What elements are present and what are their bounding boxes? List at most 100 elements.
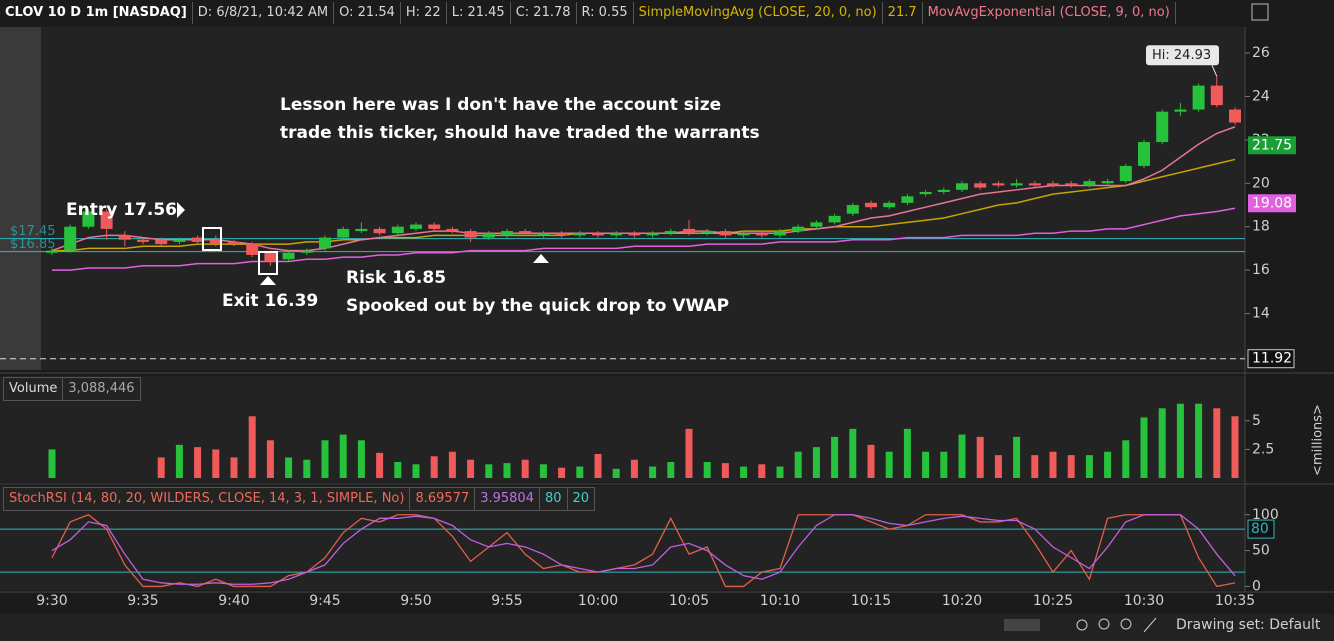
volume-bar	[230, 457, 238, 478]
badge	[1247, 519, 1275, 539]
y-tick-label: 24	[1252, 88, 1270, 104]
y-tick-label: 0	[1252, 578, 1261, 594]
exit-arrow	[260, 276, 276, 285]
study-value: 80	[540, 488, 568, 510]
marker	[533, 254, 549, 263]
volume-bar	[667, 462, 675, 478]
expand-icon[interactable]	[1251, 3, 1269, 21]
field: H: 22	[401, 2, 447, 24]
scrollbar[interactable]	[1004, 619, 1040, 631]
y-tick-label: 2.5	[1252, 441, 1274, 457]
candle-body	[482, 233, 495, 238]
candle-body	[537, 233, 550, 236]
candle-body	[555, 233, 568, 236]
volume-panel	[0, 376, 1245, 482]
badge-label: 19.08	[1252, 195, 1292, 211]
candle-body	[446, 228, 459, 232]
volume-header: Volume 3,088,446	[3, 377, 141, 401]
volume-bar	[831, 436, 839, 478]
volume-bar	[1013, 436, 1021, 478]
candle-body	[592, 233, 604, 236]
volume-bar	[703, 462, 711, 478]
candle-body	[519, 231, 532, 234]
candle-body	[337, 228, 350, 238]
x-tick-label: 10:10	[760, 593, 800, 609]
volume-bar	[412, 464, 420, 478]
zoom-in-icon[interactable]	[1098, 618, 1110, 630]
price-line-label: $17.45	[10, 224, 56, 239]
study-name[interactable]: MovAvgExponential (CLOSE, 9, 0, no)	[923, 2, 1176, 24]
candle-body	[373, 228, 386, 234]
badge-label: 11.92	[1252, 351, 1292, 367]
volume-bar	[248, 416, 256, 478]
candle-body	[828, 215, 841, 223]
x-tick-label: 10:25	[1033, 593, 1073, 609]
volume-bar	[1176, 403, 1184, 478]
candle-body	[1119, 165, 1132, 182]
volume-bar	[1122, 440, 1130, 478]
pan-icon[interactable]	[1076, 619, 1088, 631]
draw-icon[interactable]	[1143, 617, 1157, 633]
candle-body	[992, 183, 1005, 186]
drawing-set[interactable]: Drawing set: Default	[1176, 617, 1321, 633]
candle-body	[737, 233, 750, 236]
candle-body	[646, 233, 659, 236]
volume-bar	[940, 451, 948, 478]
study-name[interactable]: Volume	[4, 378, 64, 400]
volume-bar	[1231, 416, 1239, 478]
candle-body	[191, 237, 204, 242]
candle-body	[300, 250, 313, 253]
field: C: 21.78	[511, 2, 577, 24]
volume-bar	[649, 466, 657, 478]
line	[51, 514, 1236, 588]
x-tick-label: 10:20	[942, 593, 982, 609]
volume-bar	[867, 444, 875, 478]
volume-bar	[812, 447, 820, 478]
candle-body	[810, 222, 823, 227]
candle-body	[1028, 183, 1041, 186]
hi-box	[1146, 45, 1219, 66]
volume-bar	[1085, 455, 1093, 478]
volume-bar	[758, 464, 766, 478]
hi-pointer	[1211, 65, 1218, 77]
candle-body	[100, 211, 113, 229]
candle-body	[919, 191, 932, 195]
annotation: Entry 17.56	[66, 200, 177, 220]
candle-body	[937, 189, 950, 192]
volume-bar	[48, 449, 56, 478]
y-tick-label: 100	[1252, 507, 1279, 523]
volume-bar	[394, 462, 402, 478]
y-tick-label: 50	[1252, 543, 1270, 559]
volume-bar	[794, 451, 802, 478]
study-name[interactable]: SimpleMovingAvg (CLOSE, 20, 0, no)	[634, 2, 883, 24]
study-name[interactable]: StochRSI (14, 80, 20, WILDERS, CLOSE, 14…	[4, 488, 411, 510]
candle-body	[774, 231, 786, 236]
volume-bar	[212, 449, 220, 478]
footer-bar	[0, 614, 1334, 641]
y-tick-label: 26	[1252, 45, 1270, 61]
volume-bar	[1067, 455, 1075, 478]
x-tick-label: 10:35	[1215, 593, 1255, 609]
volume-bar	[467, 459, 475, 478]
candle-body	[883, 202, 896, 208]
y-tick-label: 14	[1252, 306, 1270, 322]
candle-body	[792, 226, 805, 232]
candle-body	[118, 235, 131, 240]
badge	[1248, 194, 1296, 213]
candle-body	[610, 233, 623, 236]
field: O: 21.54	[334, 2, 401, 24]
volume-bar	[339, 434, 347, 478]
candle-body	[428, 224, 441, 229]
study-value: 8.69577	[410, 488, 476, 510]
y-tick-label: 16	[1252, 262, 1270, 278]
candle-body	[1083, 181, 1096, 186]
candle-body	[1174, 109, 1187, 112]
study-value: 21.7	[883, 2, 923, 24]
candle-body	[573, 233, 586, 236]
symbol[interactable]: CLOV 10 D 1m [NASDAQ]	[0, 2, 193, 24]
volume-bar	[885, 451, 893, 478]
candle-body	[228, 241, 240, 245]
zoom-out-icon[interactable]	[1120, 618, 1132, 630]
